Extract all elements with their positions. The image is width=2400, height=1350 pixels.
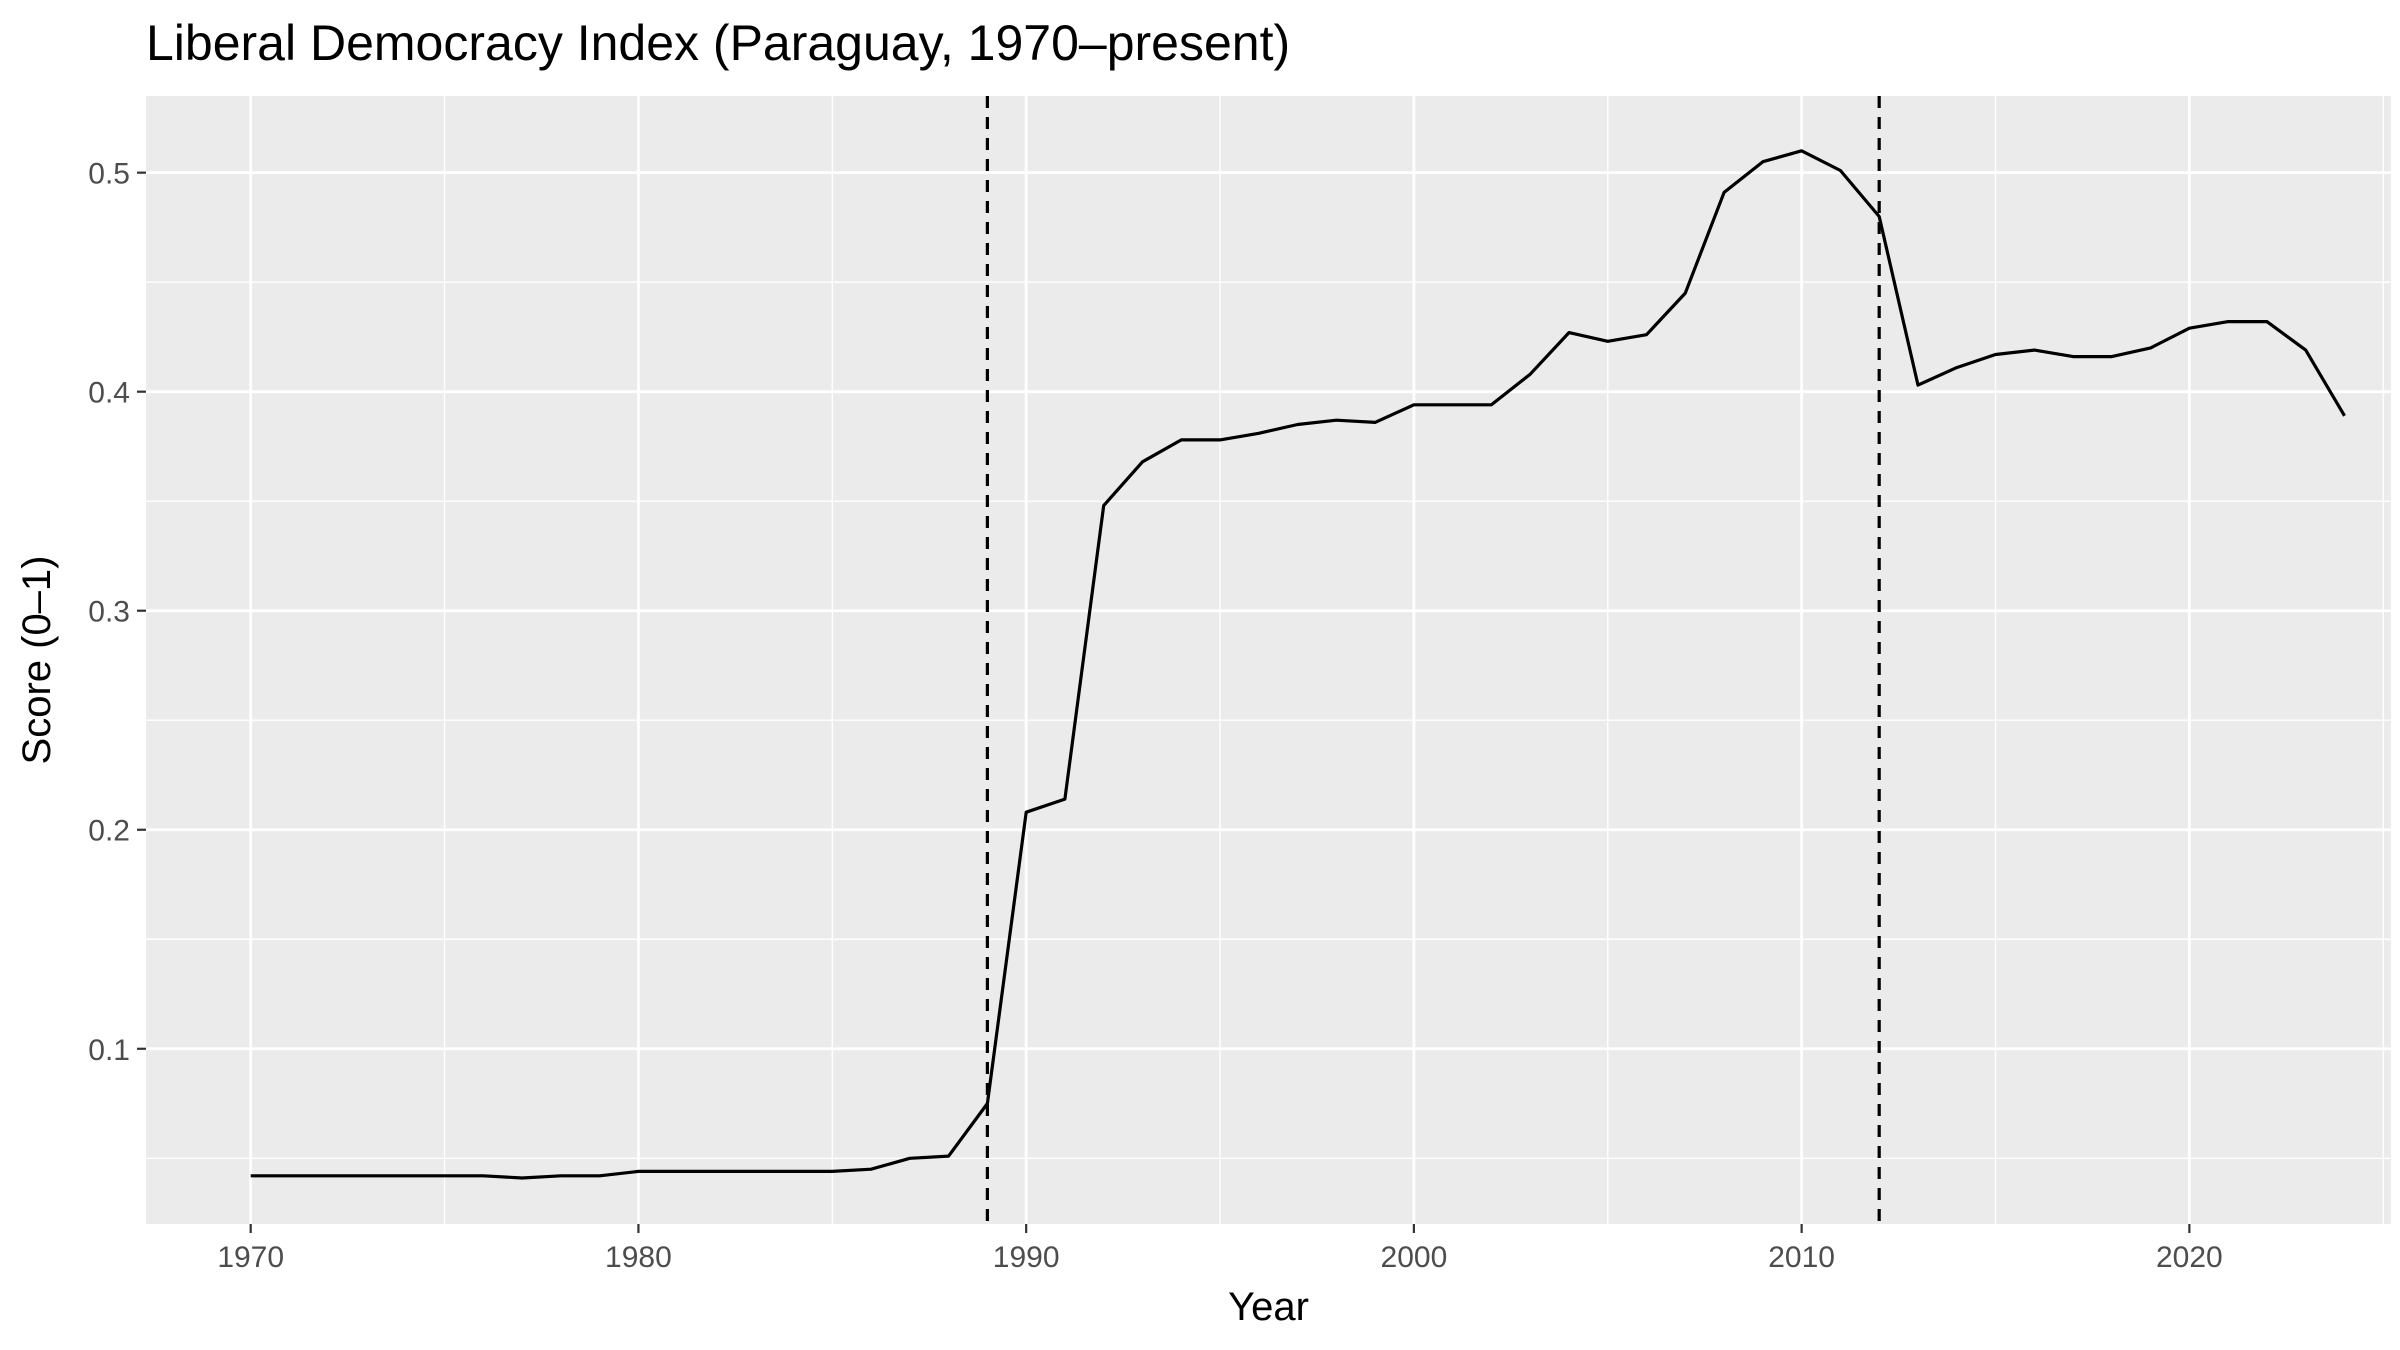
- grid-minor: [146, 96, 2391, 1224]
- grid-major: [146, 96, 2391, 1224]
- y-tick-label: 0.3: [88, 596, 130, 629]
- x-tick-label: 2010: [1768, 1241, 1835, 1274]
- x-tick-label: 2020: [2156, 1241, 2223, 1274]
- x-tick-label: 2000: [1381, 1241, 1448, 1274]
- series-layer: [250, 149, 2346, 1180]
- y-tick-label: 0.4: [88, 377, 130, 410]
- series-line: [250, 149, 2346, 1180]
- y-tick-label: 0.2: [88, 815, 130, 848]
- x-tick-label: 1990: [993, 1241, 1060, 1274]
- y-tick-label: 0.1: [88, 1034, 130, 1067]
- chart-title: Liberal Democracy Index (Paraguay, 1970–…: [146, 15, 1290, 71]
- x-tick-label: 1980: [605, 1241, 672, 1274]
- y-axis: 0.1 0.2 0.3 0.4 0.5: [88, 158, 146, 1067]
- y-axis-label: Score (0–1): [15, 556, 59, 765]
- plot-panel: [146, 96, 2391, 1224]
- y-tick-label: 0.5: [88, 158, 130, 191]
- x-axis: 1970 1980 1990 2000 2010 2020: [217, 1224, 2223, 1274]
- x-tick-label: 1970: [217, 1241, 284, 1274]
- x-axis-label: Year: [1228, 1285, 1309, 1329]
